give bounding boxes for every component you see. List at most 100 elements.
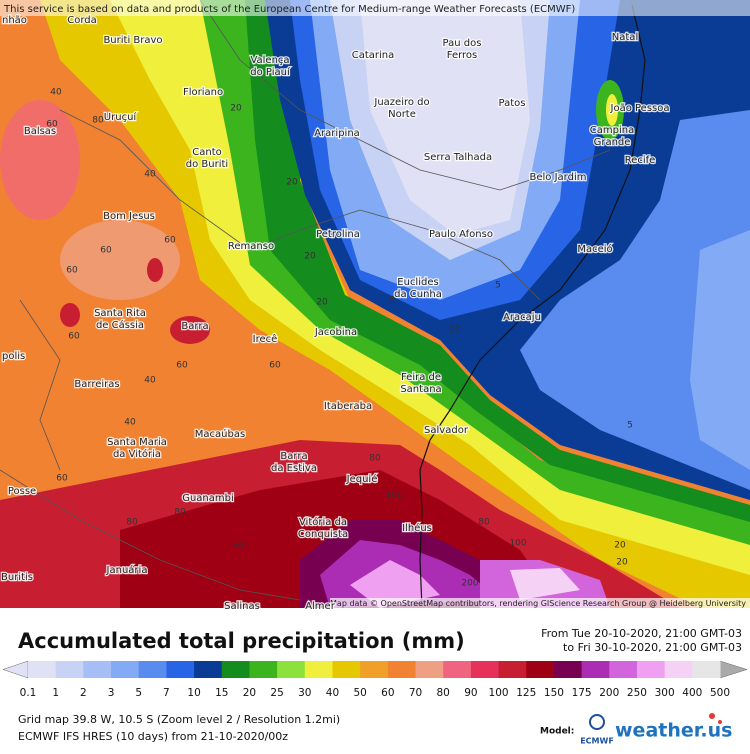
contour-label: 100 xyxy=(385,491,402,501)
contour-label: 60 xyxy=(56,474,68,484)
city-label: João Pessoa xyxy=(610,103,670,114)
city-label: Corda xyxy=(67,15,97,26)
colorbar-label: 30 xyxy=(298,687,311,699)
contour-label: 40 xyxy=(144,170,156,180)
colorbar-label: 200 xyxy=(599,687,619,699)
city-label: Belo Jardim xyxy=(530,172,587,183)
colorbar-label: 7 xyxy=(163,687,170,699)
city-label: Posse xyxy=(8,486,36,497)
contour-label: 60 xyxy=(164,236,176,246)
colorbar-label: 2 xyxy=(80,687,87,699)
city-label: Santa Rita xyxy=(94,308,146,319)
colorbar-label: 50 xyxy=(353,687,366,699)
city-label: Juazeiro do xyxy=(373,97,429,108)
city-label: Almer xyxy=(305,601,336,612)
city-label: Catarina xyxy=(352,50,395,61)
city-label: Barreiras xyxy=(74,379,119,390)
city-label: do Buriti xyxy=(186,159,228,170)
contour-label: 40 xyxy=(144,376,156,386)
contour-label: 100 xyxy=(509,539,526,549)
colorbar-label: 500 xyxy=(710,687,730,699)
contour-label: 20 xyxy=(616,558,628,568)
city-label: Barra xyxy=(280,451,307,462)
city-label: Januária xyxy=(106,564,148,576)
period-from: From Tue 20-10-2020, 21:00 GMT-03 xyxy=(541,627,742,640)
colorbar-label: 25 xyxy=(270,687,283,699)
city-label: Petrolina xyxy=(316,229,360,240)
city-label: Grande xyxy=(594,137,631,148)
colorbar-label: 250 xyxy=(627,687,647,699)
city-label: Buriti Bravo xyxy=(103,35,162,46)
city-label: Santana xyxy=(400,384,441,395)
colorbar-label: 1 xyxy=(52,687,59,699)
city-label: Barra xyxy=(181,321,208,332)
ecmwf-notice: This service is based on data and produc… xyxy=(3,4,575,15)
contour-label: 60 xyxy=(100,246,112,256)
city-label: da Estiva xyxy=(271,463,317,474)
city-label: Canto xyxy=(192,147,222,158)
city-label: Patos xyxy=(499,98,526,109)
colorbar-bin xyxy=(415,661,444,678)
colorbar-bin xyxy=(221,661,250,678)
contour-label: 5 xyxy=(389,296,395,306)
city-label: Serra Talhada xyxy=(424,152,492,163)
colorbar-bin xyxy=(664,661,693,678)
contour-label: 60 xyxy=(68,332,80,342)
city-label: Santa Maria xyxy=(107,437,167,448)
colorbar-arrow-right xyxy=(719,660,748,679)
city-label: Jacobina xyxy=(314,327,357,338)
city-label: Pau dos xyxy=(443,38,482,49)
contour-label: 40 xyxy=(50,88,62,98)
contour-label: 60 xyxy=(66,266,78,276)
colorbar-bin xyxy=(692,661,721,678)
colorbar-bin xyxy=(443,661,472,678)
contour-label: 40 xyxy=(124,418,136,428)
colorbar-label: 175 xyxy=(572,687,592,699)
city-label: do Piauí xyxy=(250,66,291,78)
colorbar-label: 5 xyxy=(135,687,142,699)
contour-label: 20 xyxy=(614,541,626,551)
contour-label: 5 xyxy=(495,281,501,291)
colorbar-label: 70 xyxy=(409,687,422,699)
city-label: Ferros xyxy=(447,50,478,61)
city-label: Natal xyxy=(612,32,638,43)
colorbar-label: 80 xyxy=(437,687,450,699)
contour-label: 60 xyxy=(176,361,188,371)
city-label: Ilhéus xyxy=(402,522,432,534)
city-label: Maceió xyxy=(577,243,612,255)
colorbar-label: 125 xyxy=(516,687,536,699)
contour-label: 60 xyxy=(46,120,58,130)
colorbar-bin xyxy=(194,661,223,678)
city-label: Campina xyxy=(590,125,634,136)
city-label: Guanambi xyxy=(182,493,234,504)
colorbar-bin xyxy=(332,661,361,678)
city-label: Balsas xyxy=(24,126,56,137)
city-label: Buritis xyxy=(1,572,33,583)
contour-label: 80 xyxy=(174,508,186,518)
city-label: Salinas xyxy=(224,601,260,612)
colorbar-label: 150 xyxy=(544,687,564,699)
city-label: da Vitória xyxy=(113,448,161,460)
map: This service is based on data and produc… xyxy=(0,0,750,613)
contour-label: 60 xyxy=(232,541,244,551)
city-label: Jequié xyxy=(346,473,378,485)
city-label: da Cunha xyxy=(394,289,442,300)
contour-label: 60 xyxy=(269,361,281,371)
contour-label: 20 xyxy=(449,326,461,336)
city-label: Uruçuí xyxy=(104,111,138,123)
contour-label: 80 xyxy=(369,454,381,464)
colorbar-label: 300 xyxy=(655,687,675,699)
contour-label: 80 xyxy=(92,116,104,126)
city-label: Irecê xyxy=(253,333,278,345)
colorbar-label: 10 xyxy=(187,687,200,699)
contour-label: 20 xyxy=(286,178,298,188)
colorbar-bin xyxy=(28,661,57,678)
city-label: nhão xyxy=(2,15,27,26)
colorbar-label: 3 xyxy=(108,687,115,699)
city-label: Macaúbas xyxy=(195,428,245,440)
contour-label: 20 xyxy=(230,104,242,114)
colorbar-bin xyxy=(609,661,638,678)
colorbar-bin xyxy=(581,661,610,678)
city-label: Conquista xyxy=(298,529,348,540)
